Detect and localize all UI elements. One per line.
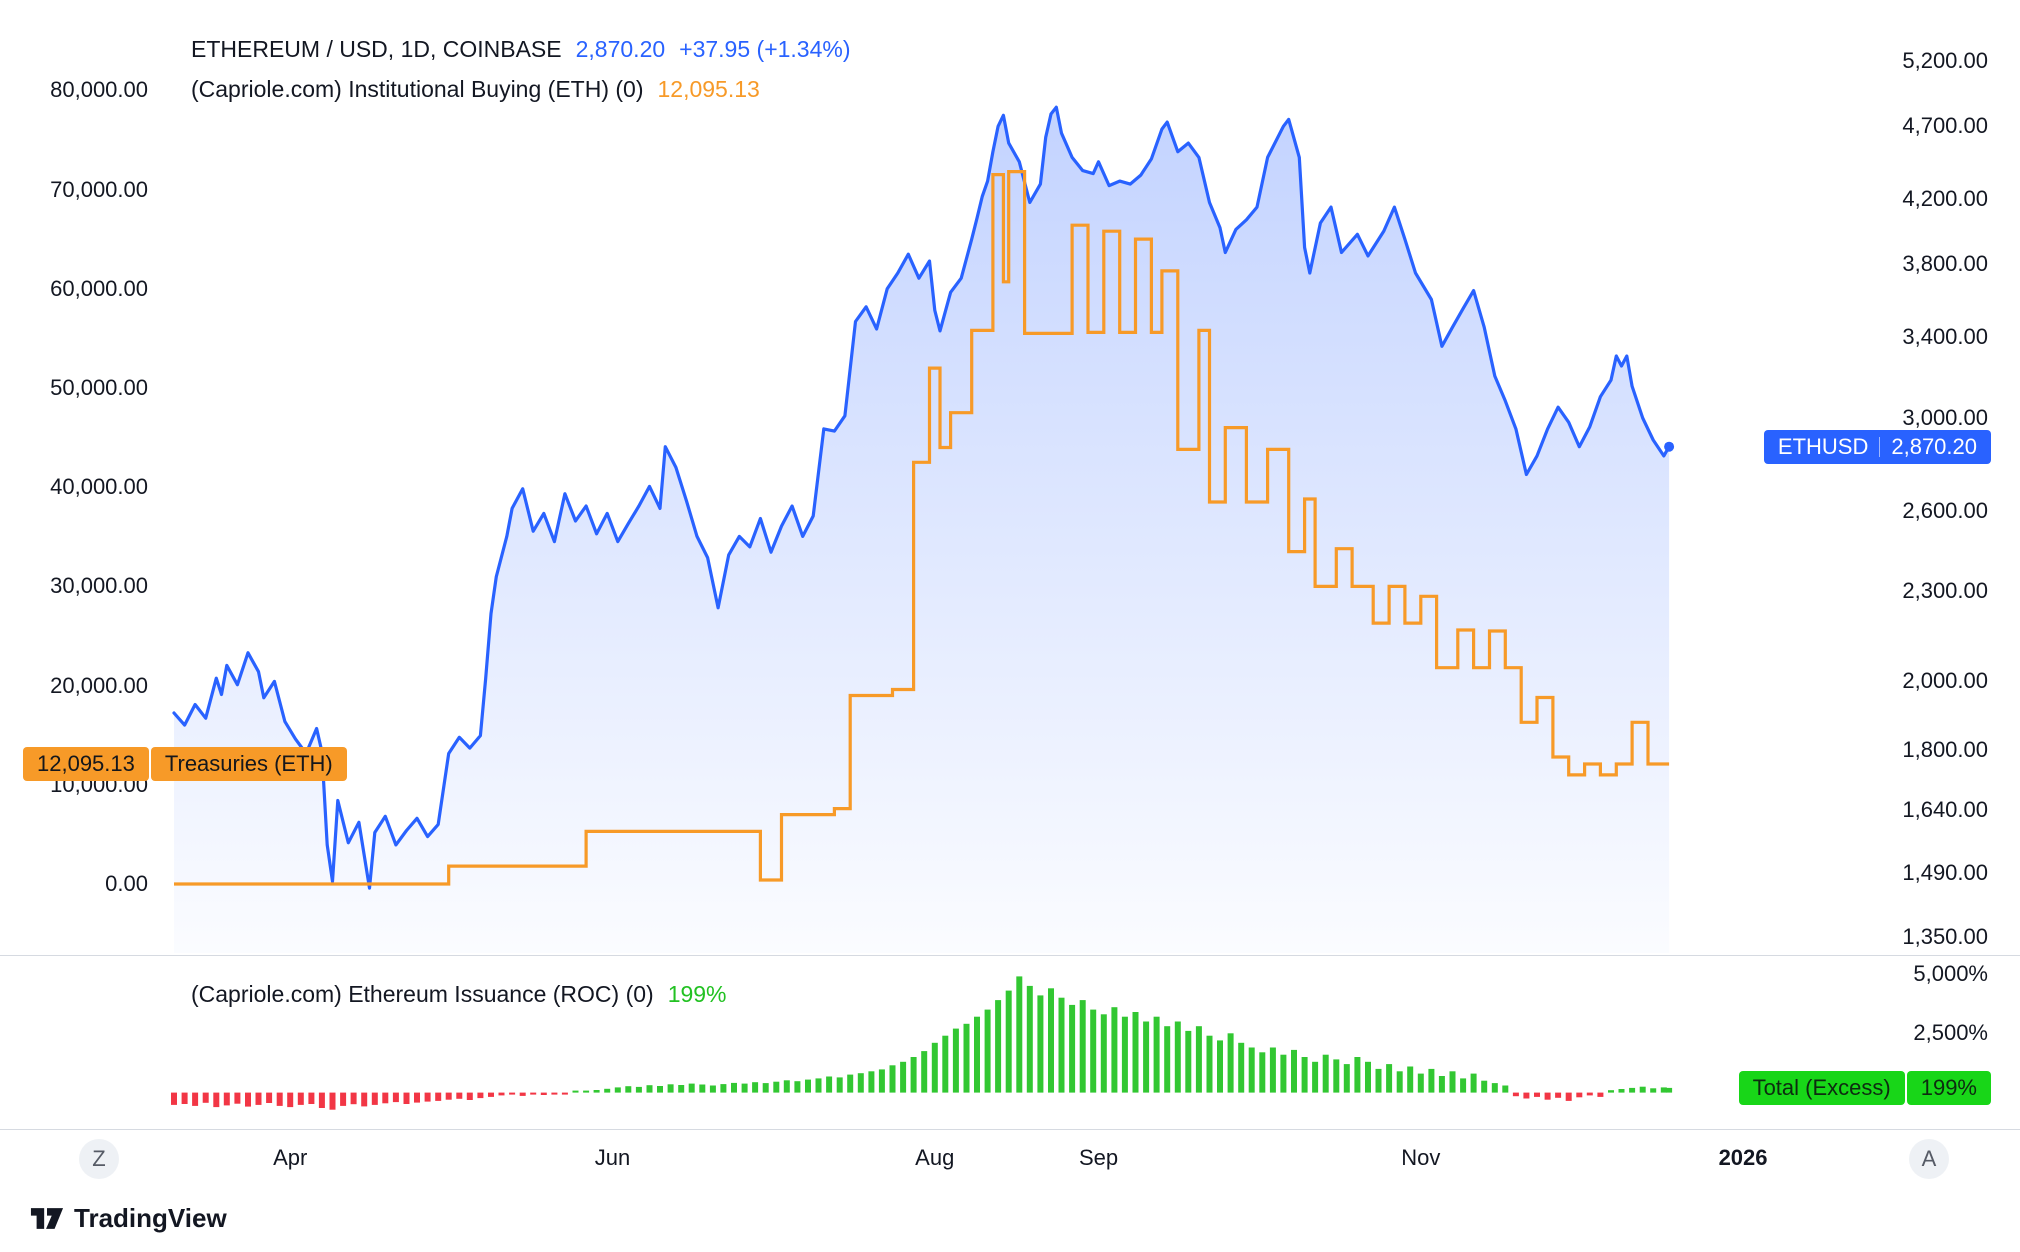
last-price-text: 2,870.20 [575,36,666,62]
price-change-text: +37.95 (+1.34%) [679,36,851,62]
issuance-title: (Capriole.com) Ethereum Issuance (ROC) (… [191,981,654,1007]
ethusd-price-text: 2,870.20 [1891,433,1977,459]
tradingview-brand[interactable]: TradingView [74,1203,227,1233]
issuance-axis-tick: 2,500% [1913,1020,1988,1046]
last-price-dot [1664,441,1675,452]
time-axis-tick: Nov [1401,1145,1441,1170]
total-excess-name-label: Total (Excess) [1738,1070,1905,1105]
indicator-title: (Capriole.com) Institutional Buying (ETH… [191,76,644,102]
treasuries-value-label: 12,095.13 [23,746,149,781]
right-axis-tick: 1,640.00 [1902,797,1988,823]
time-axis-tick: Apr [273,1145,308,1170]
right-axis-tick: 3,800.00 [1902,251,1988,277]
right-axis-tick: 3,000.00 [1902,404,1988,430]
left-axis-tick: 30,000.00 [50,573,148,599]
right-axis-tick: 2,300.00 [1902,577,1988,603]
symbol-title: ETHEREUM / USD, 1D, COINBASE [191,36,562,62]
z-button[interactable]: Z [79,1139,119,1179]
left-axis-tick: 70,000.00 [50,176,148,202]
right-axis-tick: 2,000.00 [1902,668,1988,694]
left-axis-tick: 50,000.00 [50,374,148,400]
ethusd-symbol-text: ETHUSD [1777,433,1869,459]
tradingview-footer[interactable]: TradingView [30,1203,227,1234]
treasuries-axis-label: 12,095.13 Treasuries (ETH) [23,746,347,781]
left-price-axis[interactable]: 80,000.00 70,000.00 60,000.00 50,000.00 40,0… [0,0,174,1129]
time-axis-tick: 2026 [1718,1145,1768,1170]
right-axis-tick: 1,490.00 [1902,859,1988,885]
time-axis-tick: Sep [1078,1145,1119,1170]
pane-separator[interactable] [0,955,2020,956]
right-axis-tick: 5,200.00 [1902,47,1988,73]
time-axis-tick: Aug [915,1145,955,1170]
time-axis-tick: Jun [594,1145,631,1170]
symbol-legend-row[interactable]: ETHEREUM / USD, 1D, COINBASE 2,870.20 +3… [191,36,851,63]
issuance-histogram[interactable] [171,976,1673,1110]
treasuries-step-line[interactable] [174,170,1670,886]
left-axis-tick: 40,000.00 [50,474,148,500]
left-axis-tick: 20,000.00 [50,672,148,698]
issuance-value-text: 199% [667,981,727,1007]
right-axis-tick: 4,700.00 [1902,113,1988,139]
main-legend: ETHEREUM / USD, 1D, COINBASE 2,870.20 +3… [191,36,851,116]
right-axis-tick: 4,200.00 [1902,186,1988,212]
indicator-legend-row[interactable]: (Capriole.com) Institutional Buying (ETH… [191,76,851,103]
a-button[interactable]: A [1909,1139,1949,1179]
right-axis-tick: 3,400.00 [1902,323,1988,349]
treasuries-name-label: Treasuries (ETH) [150,746,347,781]
right-axis-tick: 1,800.00 [1902,736,1988,762]
ethusd-axis-label: ETHUSD 2,870.20 [1763,429,1991,464]
indicator-value-text: 12,095.13 [657,76,760,102]
ethusd-area-fill [174,107,1670,953]
issuance-legend[interactable]: (Capriole.com) Ethereum Issuance (ROC) (… [191,981,727,1021]
issuance-axis-tick: 5,000% [1913,961,1988,987]
left-axis-tick: 80,000.00 [50,77,148,103]
ethusd-price-line[interactable] [172,105,1671,890]
right-axis-tick: 2,600.00 [1902,497,1988,523]
left-axis-tick: 60,000.00 [50,275,148,301]
ethusd-label-box: ETHUSD 2,870.20 [1763,429,1991,464]
right-axis-tick: 1,350.00 [1902,923,1988,949]
issuance-legend-row[interactable]: (Capriole.com) Ethereum Issuance (ROC) (… [191,981,727,1008]
tradingview-logo-icon[interactable] [30,1205,64,1232]
total-excess-value-label: 199% [1906,1070,1991,1105]
label-divider [1879,436,1881,457]
right-price-axis[interactable]: 5,200.00 4,700.00 4,200.00 3,800.00 3,400.00… [1840,0,2020,1129]
time-axis[interactable]: Apr Jun Aug Sep Nov 2026 [0,1129,2020,1192]
left-axis-tick: 0.00 [105,871,148,896]
total-excess-axis-label: Total (Excess) 199% [1738,1070,1991,1105]
